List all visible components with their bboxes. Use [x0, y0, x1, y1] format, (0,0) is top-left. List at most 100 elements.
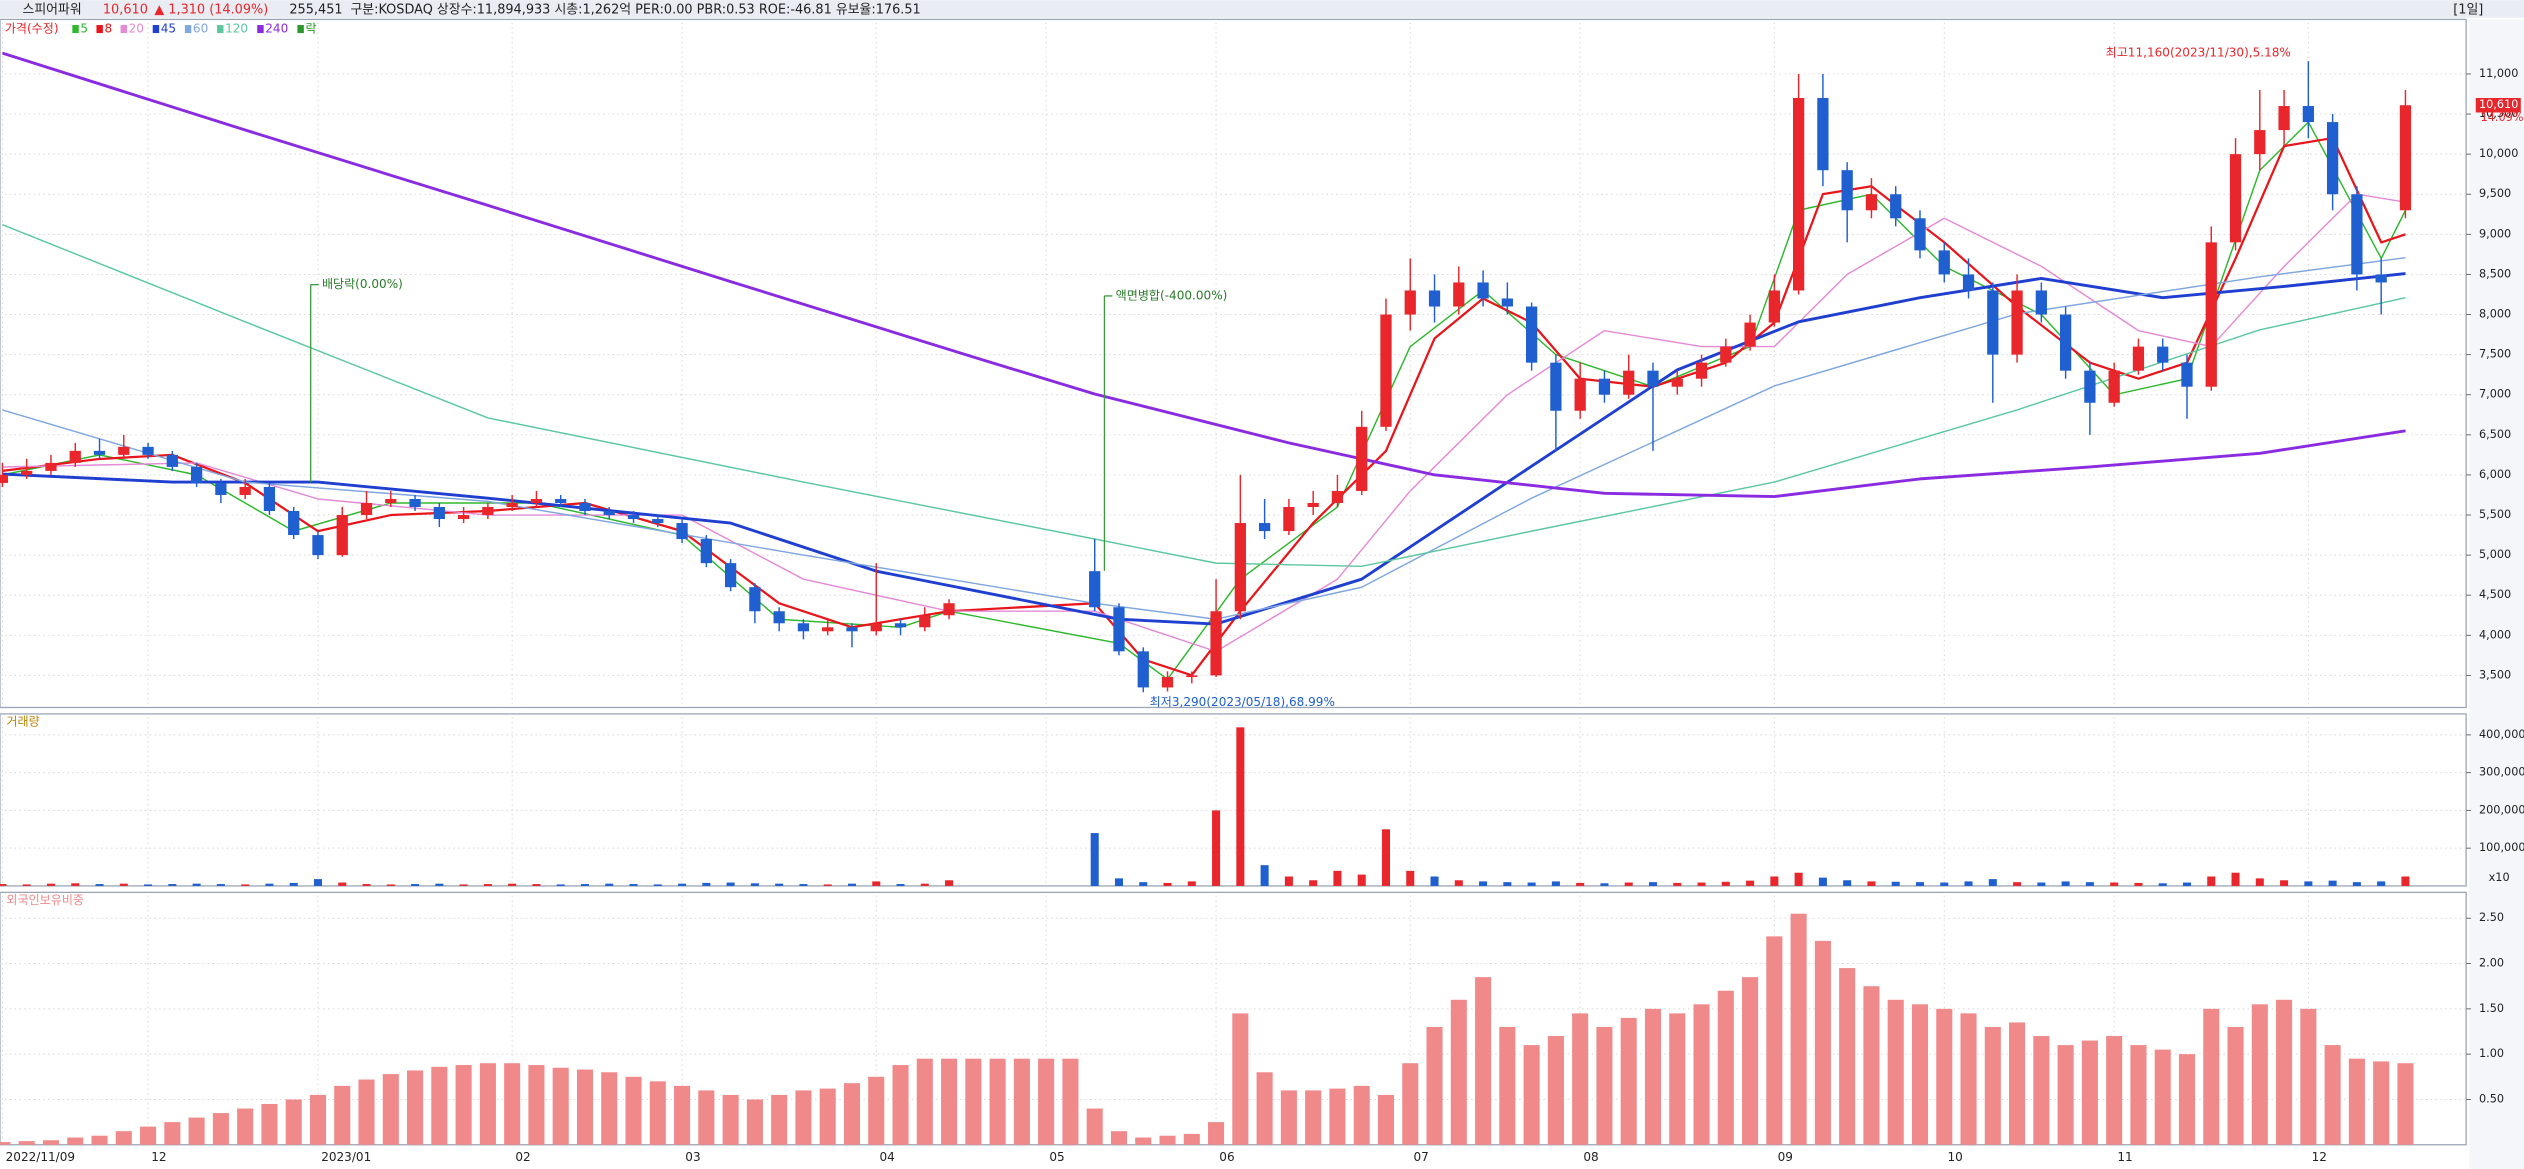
period[interactable]: [1일] — [2453, 2, 2483, 17]
bar — [18, 1141, 35, 1145]
bar — [71, 883, 80, 886]
bar — [1062, 1058, 1079, 1145]
candle-body — [676, 523, 688, 540]
candle-body — [1962, 274, 1975, 291]
legend-swatch — [217, 25, 224, 34]
bar — [1329, 1088, 1346, 1145]
bar — [1430, 876, 1439, 886]
bar — [1284, 876, 1293, 886]
axis-bg — [2469, 19, 2524, 1169]
panel-frame — [0, 713, 2467, 887]
candle-body — [870, 623, 882, 632]
y-tick-label: 5,500 — [2479, 508, 2511, 521]
candle-body — [530, 498, 543, 503]
candle-body — [2181, 362, 2193, 387]
bar — [1353, 1085, 1370, 1145]
x-tick-label: 04 — [879, 1150, 894, 1164]
bar — [2013, 882, 2022, 886]
bar — [1426, 1026, 1443, 1145]
panel-frame — [0, 18, 2467, 709]
stock-price: 10,610 — [103, 2, 148, 17]
bar — [1717, 990, 1734, 1145]
candle-body — [2035, 290, 2047, 315]
legend-swatch — [120, 25, 128, 34]
candle-body — [1817, 98, 1829, 171]
candle-body — [2254, 130, 2266, 155]
bar — [2182, 882, 2192, 886]
bar — [1187, 881, 1196, 886]
bar — [1572, 1013, 1589, 1145]
bar — [435, 883, 444, 886]
candle-body — [2351, 194, 2363, 275]
bar — [1450, 999, 1467, 1145]
bar — [1377, 1094, 1395, 1145]
bar — [2178, 1054, 2196, 1145]
bar — [1818, 877, 1827, 886]
bar — [1697, 882, 1706, 886]
candle-body — [2399, 105, 2412, 211]
candle-body — [360, 502, 373, 516]
bar — [2276, 999, 2293, 1145]
bar — [289, 882, 298, 886]
bar — [1790, 913, 1807, 1145]
bar — [1964, 881, 1973, 886]
bar — [459, 884, 468, 886]
legend-swatch — [96, 25, 103, 34]
stock-change: ▲ 1,310 (14.09%) — [154, 2, 268, 17]
bar — [1547, 1036, 1564, 1145]
bar — [605, 883, 614, 886]
bar — [750, 883, 759, 886]
candle-body — [2108, 370, 2120, 403]
bar — [580, 884, 589, 886]
bar — [674, 1085, 691, 1145]
candle-body — [409, 498, 421, 507]
bar — [1814, 940, 1831, 1145]
candle-body — [2278, 106, 2290, 131]
candle-body — [1283, 506, 1295, 532]
bar — [653, 884, 662, 886]
bar — [2009, 1022, 2026, 1145]
legend-label: 20 — [129, 22, 144, 36]
bar — [1936, 1008, 1953, 1145]
candle-body — [336, 515, 348, 556]
bar — [843, 1083, 861, 1145]
bar — [625, 1076, 642, 1145]
y-tick-label: 1.50 — [2479, 1002, 2504, 1015]
candle-body — [21, 470, 33, 475]
bar — [965, 1058, 982, 1145]
bar — [1620, 1017, 1637, 1145]
bar — [1746, 880, 1755, 886]
bar — [2227, 1026, 2244, 1145]
bar — [2304, 881, 2313, 886]
bar — [2328, 880, 2337, 886]
bar — [532, 884, 541, 886]
candle-body — [1890, 194, 1902, 219]
candle-body — [1914, 218, 1926, 251]
bar — [334, 1085, 351, 1145]
y-tick-label: 400,000 — [2479, 728, 2524, 741]
bar — [407, 1070, 424, 1145]
bar — [1887, 999, 1904, 1145]
candle-body — [1113, 607, 1125, 652]
legend-label: 락 — [305, 22, 316, 36]
candle-body — [1331, 490, 1344, 503]
x-tick-label: 11 — [2117, 1150, 2132, 1164]
bar — [1357, 874, 1366, 886]
bar — [1644, 1008, 1662, 1145]
bar — [1038, 1058, 1055, 1145]
y-tick-label: 11,000 — [2479, 67, 2518, 80]
legend-swatch — [72, 25, 79, 34]
candle-body — [190, 466, 203, 483]
bar — [2134, 882, 2143, 886]
legend-swatch — [257, 25, 264, 34]
bar — [0, 884, 7, 886]
candle-body — [1380, 314, 1392, 427]
bar — [1891, 881, 1900, 886]
y-tick-label: 8,500 — [2479, 267, 2511, 280]
bar — [920, 883, 929, 886]
candle-body — [1428, 290, 1441, 307]
x-tick-label: 09 — [1778, 1150, 1793, 1164]
candle-body — [482, 506, 494, 516]
unit-label: x10 — [2489, 871, 2510, 884]
